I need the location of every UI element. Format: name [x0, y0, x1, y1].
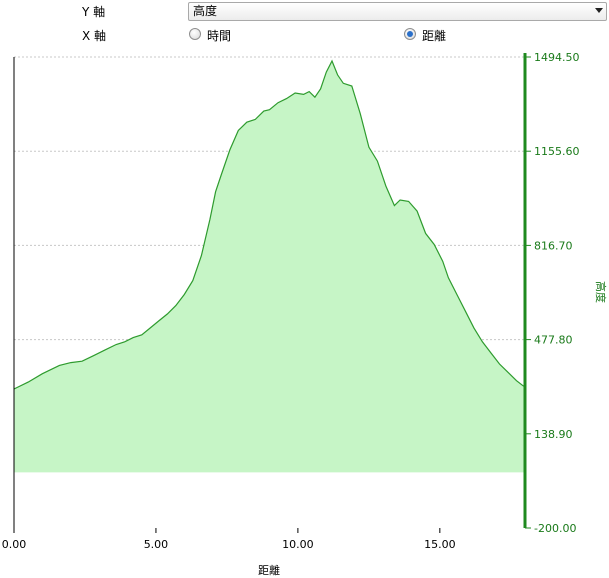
radio-time-label[interactable]: 時間 [207, 29, 232, 43]
y-axis-title: 高度 [594, 281, 608, 303]
y-axis-label: Y 軸 [82, 5, 106, 19]
x-tick-label: 15.00 [424, 538, 456, 551]
y-axis-ticks: -200.00 138.90 477.80 816.70 1155.60 1494.50 [525, 51, 580, 535]
y-tick-label: 477.80 [534, 334, 573, 347]
x-axis-label: X 軸 [82, 29, 107, 43]
radio-distance[interactable] [404, 28, 416, 40]
x-axis-ticks: 0.00 5.00 10.00 15.00 [2, 528, 456, 551]
radio-distance-label[interactable]: 距離 [422, 29, 447, 43]
y-tick-label: 138.90 [534, 428, 573, 441]
y-tick-label: -200.00 [534, 522, 576, 535]
chevron-down-icon[interactable] [595, 8, 603, 13]
x-tick-label: 5.00 [144, 538, 169, 551]
x-tick-label: 0.00 [2, 538, 27, 551]
elevation-line [13, 59, 524, 390]
x-tick-label: 10.00 [282, 538, 314, 551]
radio-time[interactable] [189, 28, 201, 40]
y-tick-label: 816.70 [534, 239, 573, 252]
elevation-area [14, 61, 524, 473]
y-axis-select-value: 高度 [193, 4, 218, 18]
y-axis-select[interactable]: 高度 [188, 2, 607, 21]
x-axis-title: 距離 [258, 563, 280, 577]
y-tick-label: 1494.50 [534, 51, 580, 64]
y-tick-label: 1155.60 [534, 145, 580, 158]
